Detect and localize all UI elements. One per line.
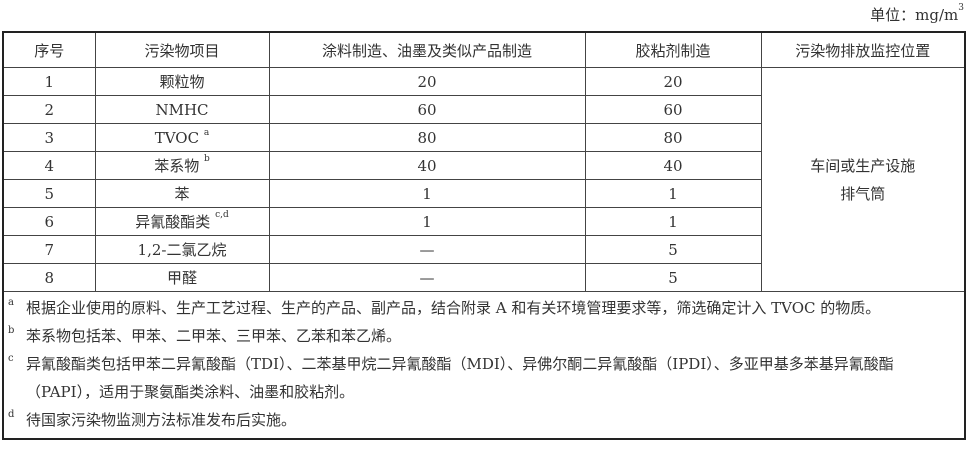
emission-limits-table: 序号 污染物项目 涂料制造、油墨及类似产品制造 胶粘剂制造 污染物排放监控位置 … [2,31,966,440]
row-coating-limit: 60 [268,95,586,124]
footnote: a 根据企业使用的原料、生产工艺过程、生产的产品、副产品，结合附录 A 和有关环境… [8,294,960,322]
footnote-mark: a [8,297,14,308]
row-adhesive-limit: 20 [584,67,762,96]
header-location: 污染物排放监控位置 [760,31,966,68]
row-adhesive-limit: 5 [584,263,762,292]
row-no: 8 [2,263,96,292]
row-coating-limit: 80 [268,123,586,152]
footnote-mark: c [8,353,14,364]
row-adhesive-limit: 60 [584,95,762,124]
row-item: 异氰酸酯类 c,d [94,207,270,236]
row-adhesive-limit: 1 [584,207,762,236]
row-no: 4 [2,151,96,180]
row-no: 2 [2,95,96,124]
footnote-text: 根据企业使用的原料、生产工艺过程、生产的产品、副产品，结合附录 A 和有关环境管… [26,299,881,317]
row-adhesive-limit: 1 [584,179,762,208]
row-coating-limit: — [268,235,586,264]
row-coating-limit: 1 [268,207,586,236]
row-coating-limit: 1 [268,179,586,208]
row-no: 3 [2,123,96,152]
footnote-text: 苯系物包括苯、甲苯、二甲苯、三甲苯、乙苯和苯乙烯。 [26,327,402,345]
unit-label: 单位：mg/m3 [870,3,964,25]
row-item: 苯系物 b [94,151,270,180]
row-item: TVOC a [94,123,270,152]
row-no: 7 [2,235,96,264]
table-row: 7 1,2-二氯乙烷 — 5 [2,235,965,264]
footnotes: a 根据企业使用的原料、生产工艺过程、生产的产品、副产品，结合附录 A 和有关环境… [2,291,966,440]
row-coating-limit: 20 [268,67,586,96]
table-row: 8 甲醛 — 5 [2,263,965,292]
row-no: 5 [2,179,96,208]
table-row: 1 颗粒物 20 20 车间或生产设施 排气筒 [2,67,966,292]
row-adhesive-limit: 40 [584,151,762,180]
row-no: 1 [2,67,96,96]
header-coating: 涂料制造、油墨及类似产品制造 [268,31,586,68]
row-adhesive-limit: 80 [584,123,762,152]
footnote-mark: d [8,409,15,420]
header-item: 污染物项目 [94,31,270,68]
row-item: 甲醛 [94,263,270,292]
table-row: 4 苯系物 b 40 40 [2,151,965,180]
footnote: b 苯系物包括苯、甲苯、二甲苯、三甲苯、乙苯和苯乙烯。 [8,322,960,350]
row-item: 苯 [94,179,270,208]
footnote-text: 待国家污染物监测方法标准发布后实施。 [26,411,297,429]
header-adhesive: 胶粘剂制造 [584,31,762,68]
row-coating-limit: 40 [268,151,586,180]
footnote: d 待国家污染物监测方法标准发布后实施。 [8,406,960,434]
row-adhesive-limit: 5 [584,235,762,264]
table-row: 3 TVOC a 80 80 [2,123,965,152]
footnote: c 异氰酸酯类包括甲苯二异氰酸酯（TDI）、二苯基甲烷二异氰酸酯（MDI）、异佛尔… [8,350,960,406]
header-no: 序号 [2,31,96,68]
monitoring-location: 车间或生产设施 排气筒 [760,67,966,292]
footnote-mark: b [8,325,15,336]
row-item: 颗粒物 [94,67,270,96]
footnote-text: 异氰酸酯类包括甲苯二异氰酸酯（TDI）、二苯基甲烷二异氰酸酯（MDI）、异佛尔酮… [26,355,894,401]
table-row: 6 异氰酸酯类 c,d 1 1 [2,207,965,236]
row-no: 6 [2,207,96,236]
row-item: 1,2-二氯乙烷 [94,235,270,264]
table-row: 5 苯 1 1 [2,179,965,208]
row-coating-limit: — [268,263,586,292]
header-row: 序号 污染物项目 涂料制造、油墨及类似产品制造 胶粘剂制造 污染物排放监控位置 [2,31,966,68]
row-item: NMHC [94,95,270,124]
